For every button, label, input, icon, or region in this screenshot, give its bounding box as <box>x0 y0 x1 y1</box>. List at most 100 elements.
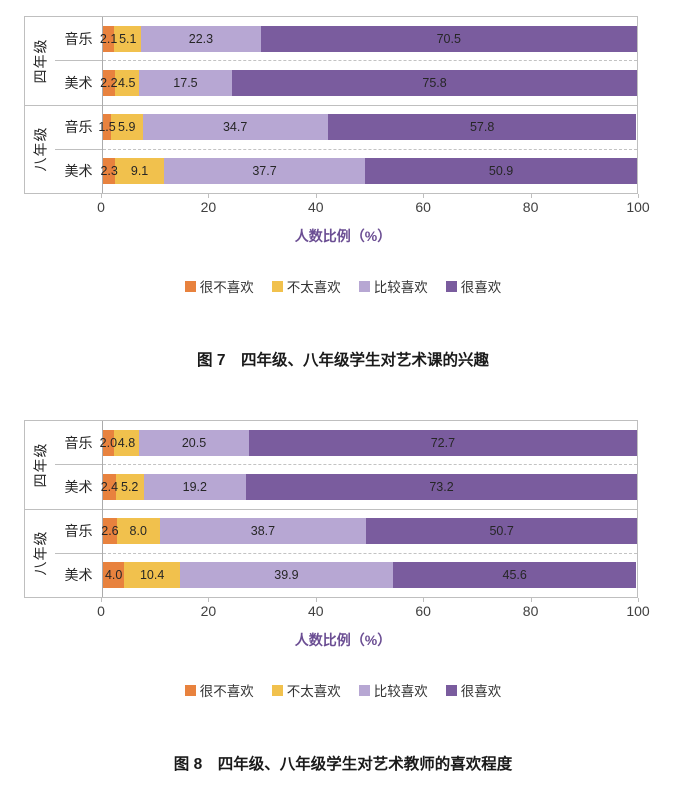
bar-row: 2.2 4.5 17.5 75.8 <box>100 60 637 104</box>
group-label: 四年级 <box>32 38 48 84</box>
group-label: 八年级 <box>32 126 48 172</box>
category-label: 音乐 <box>64 30 93 47</box>
chart-8-x-axis-title: 人数比例（%） <box>294 632 392 648</box>
category-cell: 美术 <box>55 552 102 597</box>
category-cell: 美术 <box>55 464 102 508</box>
stacked-bar: 2.1 5.1 22.3 70.5 <box>99 25 637 52</box>
bar-row: 1.5 5.9 34.7 57.8 <box>98 104 637 149</box>
bar-value-label: 2.6 <box>101 524 119 539</box>
category-cell: 音乐 <box>55 421 102 464</box>
axis-tick-label: 20 <box>200 603 217 619</box>
axis-tick-label: 80 <box>522 199 539 215</box>
bar-segment: 57.8 <box>327 114 637 141</box>
bar-value-label: 2.4 <box>100 479 119 494</box>
axis-tick-label: 0 <box>97 199 105 215</box>
legend-swatch <box>184 684 196 696</box>
bar-value-label: 19.2 <box>182 479 207 494</box>
legend-label: 比较喜欢 <box>373 280 428 295</box>
bar-segment: 8.0 <box>116 518 160 545</box>
axis-tick <box>530 598 532 602</box>
bar-value-label: 2.1 <box>99 31 118 46</box>
figure-8: 四年级 八年级 音乐 美术 音乐 美术 2.0 4.8 20.5 72.7 2.4 5.2 19.2 73… <box>0 420 686 774</box>
legend-label: 很喜欢 <box>460 280 502 295</box>
bar-segment: 50.9 <box>365 158 637 185</box>
legend-item: 很不喜欢 <box>184 276 254 296</box>
axis-tick-label: 100 <box>626 603 650 619</box>
legend-item: 不太喜欢 <box>271 680 341 700</box>
bar-value-label: 5.2 <box>121 479 139 494</box>
axis-tick <box>315 194 317 198</box>
axis-tick-label: 60 <box>415 603 431 619</box>
page: 四年级 八年级 音乐 美术 音乐 美术 2.1 5.1 22.3 70.5 2.2 4.5 17.5 75… <box>0 16 686 774</box>
legend-label: 很喜欢 <box>460 684 502 699</box>
bar-segment: 17.5 <box>138 69 233 96</box>
axis-tick <box>315 598 317 602</box>
bar-value-label: 50.7 <box>489 524 514 539</box>
figure-8-caption: 图 8 四年级、八年级学生对艺术教师的喜欢程度 <box>173 756 513 773</box>
bar-value-label: 5.1 <box>119 31 137 46</box>
axis-tick-label: 40 <box>308 603 324 619</box>
category-label: 美术 <box>64 478 93 495</box>
bar-value-label: 4.0 <box>104 568 123 583</box>
stacked-bar: 1.5 5.9 34.7 57.8 <box>98 114 637 141</box>
chart-7-plot-region: 四年级 八年级 音乐 美术 音乐 美术 2.1 5.1 22.3 70.5 2.2 4.5 17.5 75… <box>24 16 638 194</box>
axis-tick <box>101 194 102 198</box>
legend-label: 不太喜欢 <box>286 684 341 699</box>
category-label: 美术 <box>64 567 93 584</box>
bar-value-label: 2.2 <box>100 75 118 90</box>
bar-value-label: 22.3 <box>188 31 214 46</box>
chart-7-x-axis: 0 20 40 60 80 100 <box>97 194 650 218</box>
bar-value-label: 38.7 <box>250 524 276 539</box>
bar-segment: 37.7 <box>163 158 366 185</box>
category-label: 音乐 <box>64 119 93 136</box>
bar-row: 2.4 5.2 19.2 73.2 <box>100 464 637 508</box>
bar-value-label: 39.9 <box>274 568 299 583</box>
bar-value-label: 70.5 <box>436 31 461 46</box>
axis-tick <box>423 598 425 602</box>
axis-tick-label: 80 <box>522 603 539 619</box>
legend-item: 很喜欢 <box>445 276 502 296</box>
category-cell: 音乐 <box>55 508 102 553</box>
stacked-bar: 4.0 10.4 39.9 45.6 <box>103 562 637 589</box>
group-cell: 八年级 <box>25 104 55 194</box>
bar-row: 2.3 9.1 37.7 50.9 <box>100 148 637 193</box>
category-label: 美术 <box>64 74 93 91</box>
bar-value-label: 37.7 <box>252 164 277 179</box>
chart-8-x-axis: 0 20 40 60 80 100 <box>97 598 650 622</box>
bar-segment: 75.8 <box>232 69 637 96</box>
axis-tick <box>638 598 639 602</box>
category-axis: 音乐 美术 音乐 美术 <box>55 17 102 193</box>
chart-8: 四年级 八年级 音乐 美术 音乐 美术 2.0 4.8 20.5 72.7 2.4 5.2 19.2 73… <box>0 420 686 622</box>
legend-swatch <box>271 684 283 696</box>
chart-7-x-axis-title: 人数比例（%） <box>294 228 392 244</box>
category-label: 音乐 <box>64 523 93 540</box>
bar-value-label: 20.5 <box>181 435 207 450</box>
bar-value-label: 9.1 <box>130 164 149 179</box>
legend-swatch <box>271 280 283 292</box>
bar-segment: 20.5 <box>139 429 249 456</box>
legend-label: 很不喜欢 <box>199 684 254 699</box>
group-cell: 四年级 <box>25 17 55 105</box>
axis-tick-label: 20 <box>200 199 217 215</box>
bar-value-label: 73.2 <box>429 479 454 494</box>
group-axis: 四年级 八年级 <box>24 17 55 193</box>
axis-tick <box>208 598 210 602</box>
bar-value-label: 45.6 <box>502 568 527 583</box>
bar-segment: 2.3 <box>100 158 118 185</box>
axis-tick <box>638 194 639 198</box>
bar-value-label: 57.8 <box>469 120 495 135</box>
plot-area: 2.1 5.1 22.3 70.5 2.2 4.5 17.5 75.8 1.5 5.9 34.7 57… <box>98 17 638 193</box>
legend-label: 不太喜欢 <box>286 280 341 295</box>
legend-item: 比较喜欢 <box>358 276 428 296</box>
figure-7-caption: 图 7 四年级、八年级学生对艺术课的兴趣 <box>197 352 489 369</box>
legend-label: 比较喜欢 <box>373 684 428 699</box>
axis-tick-label: 100 <box>626 199 650 215</box>
bar-segment: 2.2 <box>100 69 118 96</box>
category-label: 美术 <box>64 163 93 180</box>
bar-row: 4.0 10.4 39.9 45.6 <box>103 552 637 597</box>
bar-segment: 5.2 <box>115 473 144 500</box>
bar-segment: 50.7 <box>366 518 637 545</box>
bar-value-label: 72.7 <box>430 435 456 450</box>
bar-row: 2.1 5.1 22.3 70.5 <box>99 17 637 60</box>
legend-item: 很不喜欢 <box>184 680 254 700</box>
